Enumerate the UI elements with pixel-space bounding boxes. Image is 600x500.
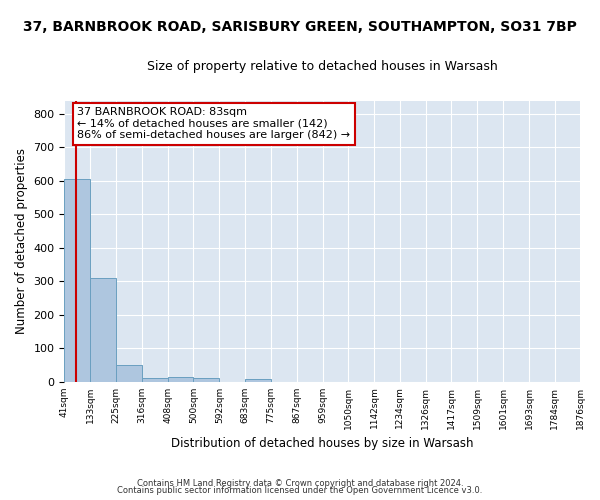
X-axis label: Distribution of detached houses by size in Warsash: Distribution of detached houses by size …	[171, 437, 474, 450]
Text: Contains HM Land Registry data © Crown copyright and database right 2024.: Contains HM Land Registry data © Crown c…	[137, 478, 463, 488]
Text: Contains public sector information licensed under the Open Government Licence v3: Contains public sector information licen…	[118, 486, 482, 495]
Title: Size of property relative to detached houses in Warsash: Size of property relative to detached ho…	[147, 60, 498, 73]
Bar	[167, 378, 193, 382]
Bar	[64, 179, 90, 382]
Text: 37 BARNBROOK ROAD: 83sqm
← 14% of detached houses are smaller (142)
86% of semi-: 37 BARNBROOK ROAD: 83sqm ← 14% of detach…	[77, 107, 350, 140]
Bar	[142, 378, 167, 382]
Bar	[90, 278, 116, 382]
Text: 37, BARNBROOK ROAD, SARISBURY GREEN, SOUTHAMPTON, SO31 7BP: 37, BARNBROOK ROAD, SARISBURY GREEN, SOU…	[23, 20, 577, 34]
Bar	[193, 378, 220, 382]
Y-axis label: Number of detached properties: Number of detached properties	[15, 148, 28, 334]
Bar	[116, 365, 142, 382]
Bar	[245, 379, 271, 382]
